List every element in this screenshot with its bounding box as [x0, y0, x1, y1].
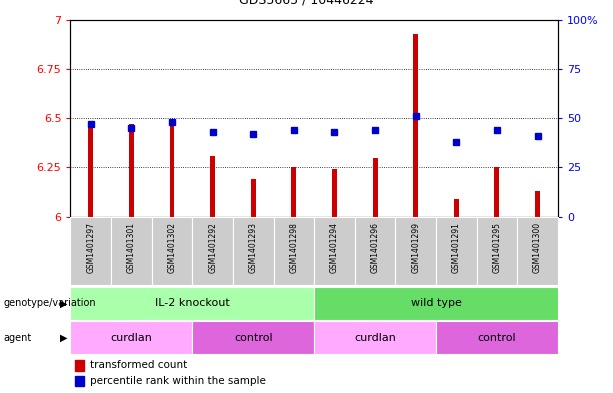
Text: GSM1401298: GSM1401298: [289, 222, 299, 273]
Bar: [70, 217, 111, 285]
Bar: [314, 217, 355, 285]
Bar: [477, 217, 517, 285]
Bar: [75, 376, 84, 386]
Bar: [75, 360, 84, 371]
Bar: [88, 122, 93, 217]
Text: GSM1401301: GSM1401301: [127, 222, 136, 273]
Bar: [517, 217, 558, 285]
Text: GSM1401300: GSM1401300: [533, 222, 542, 273]
Text: transformed count: transformed count: [90, 360, 187, 370]
Text: GSM1401295: GSM1401295: [492, 222, 501, 273]
Bar: [413, 34, 418, 217]
Bar: [192, 217, 233, 285]
Bar: [332, 169, 337, 217]
Bar: [314, 287, 558, 320]
Text: curdlan: curdlan: [354, 332, 396, 343]
Bar: [535, 191, 540, 217]
Bar: [152, 217, 192, 285]
Bar: [192, 321, 314, 354]
Bar: [355, 217, 395, 285]
Bar: [291, 167, 296, 217]
Bar: [111, 217, 152, 285]
Text: curdlan: curdlan: [110, 332, 153, 343]
Bar: [436, 217, 477, 285]
Bar: [436, 321, 558, 354]
Bar: [495, 167, 500, 217]
Bar: [170, 122, 175, 217]
Bar: [454, 199, 459, 217]
Text: ▶: ▶: [60, 332, 67, 343]
Text: GSM1401297: GSM1401297: [86, 222, 95, 273]
Bar: [251, 179, 256, 217]
Bar: [210, 156, 215, 217]
Bar: [273, 217, 314, 285]
Text: GSM1401292: GSM1401292: [208, 222, 217, 273]
Text: GSM1401294: GSM1401294: [330, 222, 339, 273]
Bar: [70, 321, 192, 354]
Text: GSM1401293: GSM1401293: [249, 222, 257, 273]
Text: control: control: [234, 332, 273, 343]
Bar: [129, 124, 134, 217]
Bar: [70, 287, 314, 320]
Text: IL-2 knockout: IL-2 knockout: [155, 298, 230, 309]
Text: agent: agent: [3, 332, 31, 343]
Text: percentile rank within the sample: percentile rank within the sample: [90, 376, 266, 386]
Bar: [233, 217, 273, 285]
Bar: [373, 158, 378, 217]
Text: genotype/variation: genotype/variation: [3, 298, 96, 309]
Text: GSM1401302: GSM1401302: [167, 222, 177, 273]
Text: GSM1401291: GSM1401291: [452, 222, 461, 273]
Text: wild type: wild type: [411, 298, 462, 309]
Text: GSM1401299: GSM1401299: [411, 222, 420, 273]
Bar: [314, 321, 436, 354]
Text: ▶: ▶: [60, 298, 67, 309]
Text: GDS5665 / 10446224: GDS5665 / 10446224: [239, 0, 374, 6]
Text: control: control: [478, 332, 516, 343]
Text: GSM1401296: GSM1401296: [371, 222, 379, 273]
Bar: [395, 217, 436, 285]
